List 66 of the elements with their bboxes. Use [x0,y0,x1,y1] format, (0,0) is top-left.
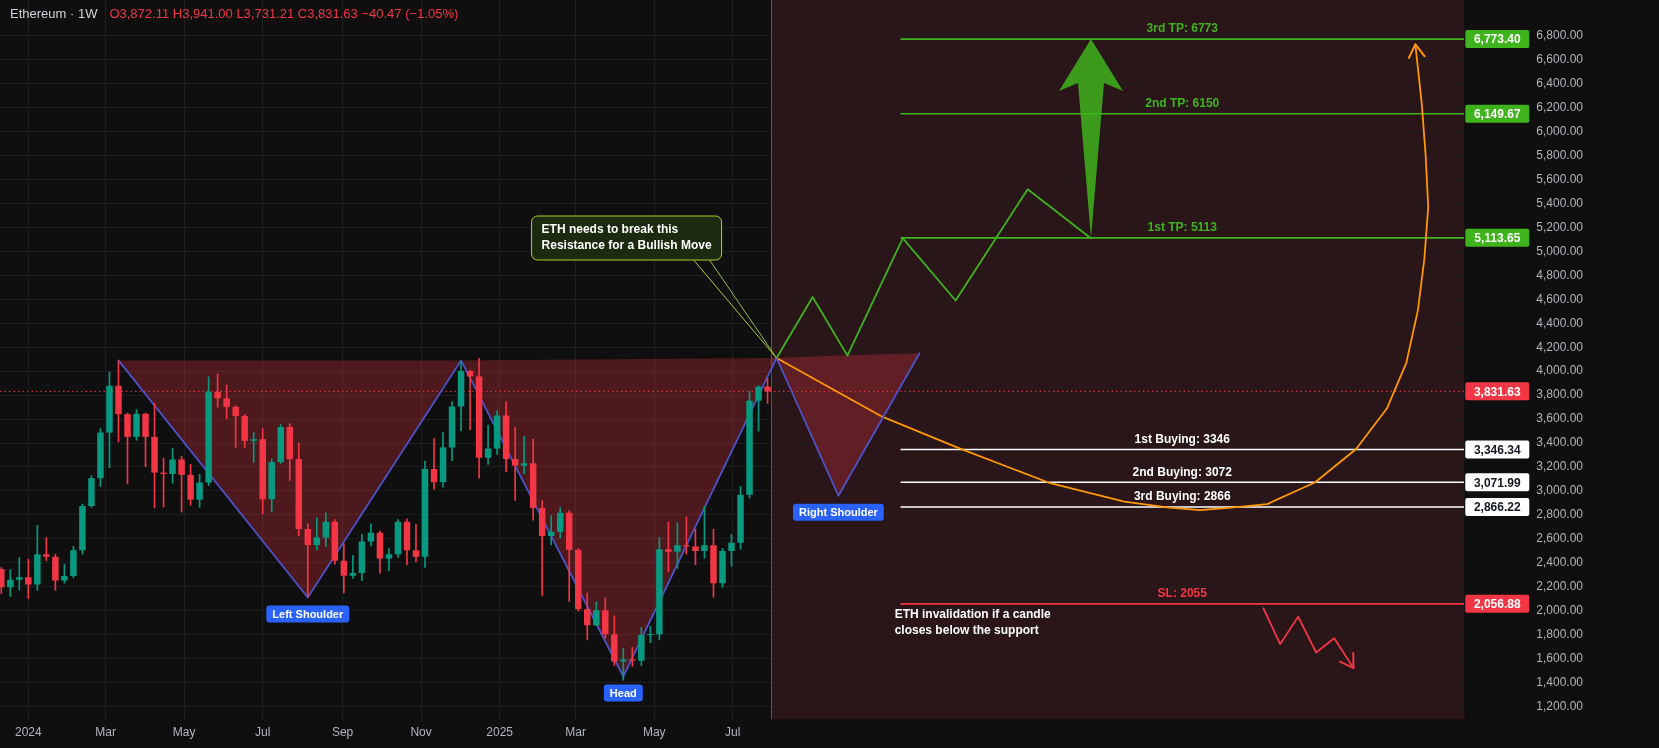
candlestick [16,557,23,591]
y-tick-label: 2,400.00 [1536,555,1584,570]
text: Ethereum · 1W [10,5,99,21]
annotation: SL: 2055 [1157,586,1208,601]
ref-line-label: 3,346.34 [1473,442,1521,457]
y-tick-label: 2,600.00 [1536,531,1584,546]
ref-line-label: 2,056.88 [1473,597,1521,612]
candlestick [232,405,239,448]
annotation: ETH invalidation if a candle closes below the support [894,606,1052,637]
candlestick [511,427,519,501]
y-tick-label: 6,600.00 [1536,52,1584,67]
y-tick-label: 3,800.00 [1536,387,1584,402]
ref-line-label: 6,773.40 [1473,32,1521,47]
y-tick-label: 4,400.00 [1536,315,1584,330]
y-tick-label: 6,000.00 [1536,124,1584,139]
y-tick-label: 1,200.00 [1536,698,1584,713]
y-tick-label: 4,600.00 [1536,291,1584,306]
x-tick-label: Sep [331,725,354,740]
y-tick-label: 3,200.00 [1536,459,1584,474]
text: O3,872.11 H3,941.00 L3,731.21 C3,831.63 −40.47 (−1.05%) [109,5,459,21]
annotation: Head [609,686,637,699]
candlestick [484,425,492,465]
y-tick-label: 4,800.00 [1536,267,1584,282]
x-tick-label: Mar [95,725,116,740]
y-tick-label: 3,000.00 [1536,483,1584,498]
candlestick [412,524,420,563]
candlestick [250,432,257,463]
candlestick [620,647,627,681]
y-tick-label: 3,600.00 [1536,411,1584,426]
candlestick [349,554,357,579]
y-tick-label: 3,400.00 [1536,435,1584,450]
ref-line-label: 3,071.99 [1473,475,1521,490]
annotation: Left Shoulder [272,607,344,620]
ref-line-label: 2,866.22 [1473,500,1521,515]
annotation: ETH needs to break this Resistance for a Bullish Move [541,222,712,253]
x-tick-label: 2024 [14,725,42,740]
y-tick-label: 5,200.00 [1536,219,1584,234]
x-tick-label: May [172,725,196,740]
x-tick-label: Nov [410,725,432,740]
x-tick-label: 2025 [486,725,514,740]
x-tick-label: Jul [725,725,741,740]
y-tick-label: 5,800.00 [1536,147,1584,162]
x-tick-label: Mar [565,725,587,740]
y-tick-label: 5,600.00 [1536,171,1584,186]
y-tick-label: 1,800.00 [1536,626,1584,641]
y-tick-label: 4,000.00 [1536,363,1584,378]
y-tick-label: 1,400.00 [1536,674,1584,689]
candlestick [7,569,14,597]
ref-line-label: 3,831.63 [1473,384,1521,399]
y-tick-label: 6,200.00 [1536,100,1584,115]
y-tick-label: 4,200.00 [1536,339,1584,354]
y-tick-label: 2,800.00 [1536,507,1584,522]
candlestick [520,435,528,474]
ref-line-label: 5,113.65 [1474,231,1521,246]
y-tick-label: 2,200.00 [1536,579,1584,594]
annotation: 3rd TP: 6773 [1146,21,1219,36]
y-tick-label: 6,400.00 [1536,76,1584,91]
ref-line-label: 6,149.67 [1473,107,1521,122]
candlestick [304,523,312,598]
x-tick-label: May [642,725,666,740]
y-tick-label: 2,000.00 [1536,602,1584,617]
y-tick-label: 5,400.00 [1536,195,1584,210]
y-tick-label: 6,800.00 [1536,28,1584,43]
y-tick-label: 1,600.00 [1536,650,1584,665]
x-tick-label: Jul [255,725,271,740]
y-tick-label: 5,000.00 [1536,243,1584,258]
